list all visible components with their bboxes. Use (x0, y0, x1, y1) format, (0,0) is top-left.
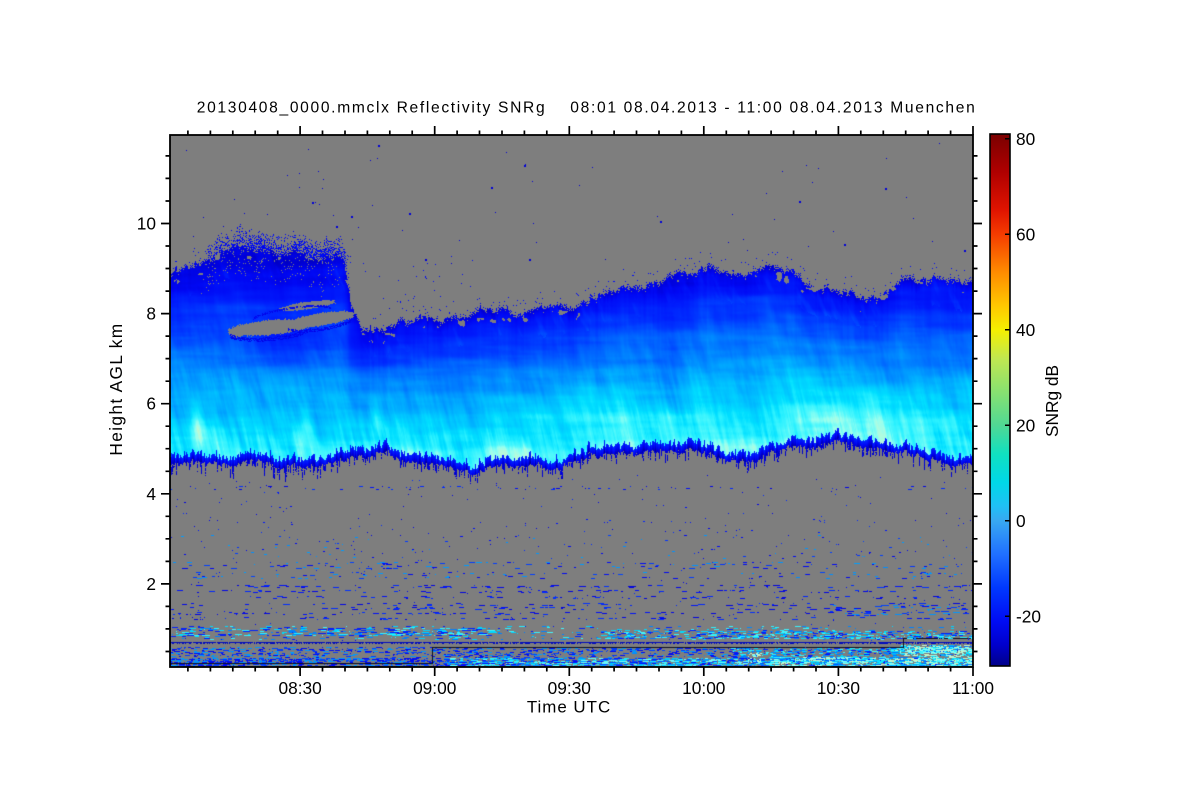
svg-text:10:30: 10:30 (817, 678, 860, 698)
svg-text:20: 20 (1016, 415, 1035, 435)
svg-text:11:00: 11:00 (952, 678, 994, 698)
svg-text:09:30: 09:30 (548, 678, 591, 698)
svg-text:Time UTC: Time UTC (527, 697, 611, 716)
svg-text:0: 0 (1016, 511, 1026, 531)
svg-text:10: 10 (137, 214, 156, 234)
svg-text:2: 2 (146, 574, 156, 594)
svg-text:09:00: 09:00 (413, 678, 456, 698)
svg-text:40: 40 (1016, 320, 1035, 340)
svg-text:60: 60 (1016, 224, 1035, 244)
svg-text:8: 8 (146, 304, 156, 324)
svg-text:80: 80 (1016, 129, 1035, 149)
svg-text:-20: -20 (1016, 606, 1041, 626)
svg-text:08:30: 08:30 (278, 678, 321, 698)
svg-text:4: 4 (146, 484, 156, 504)
svg-text:6: 6 (146, 394, 156, 414)
svg-text:20130408_0000.mmclx Reflectivi: 20130408_0000.mmclx Reflectivity SNRg 08… (197, 100, 977, 117)
svg-text:SNRg dB: SNRg dB (1042, 365, 1062, 437)
svg-text:Height AGL km: Height AGL km (106, 322, 126, 455)
svg-text:10:00: 10:00 (682, 678, 725, 698)
